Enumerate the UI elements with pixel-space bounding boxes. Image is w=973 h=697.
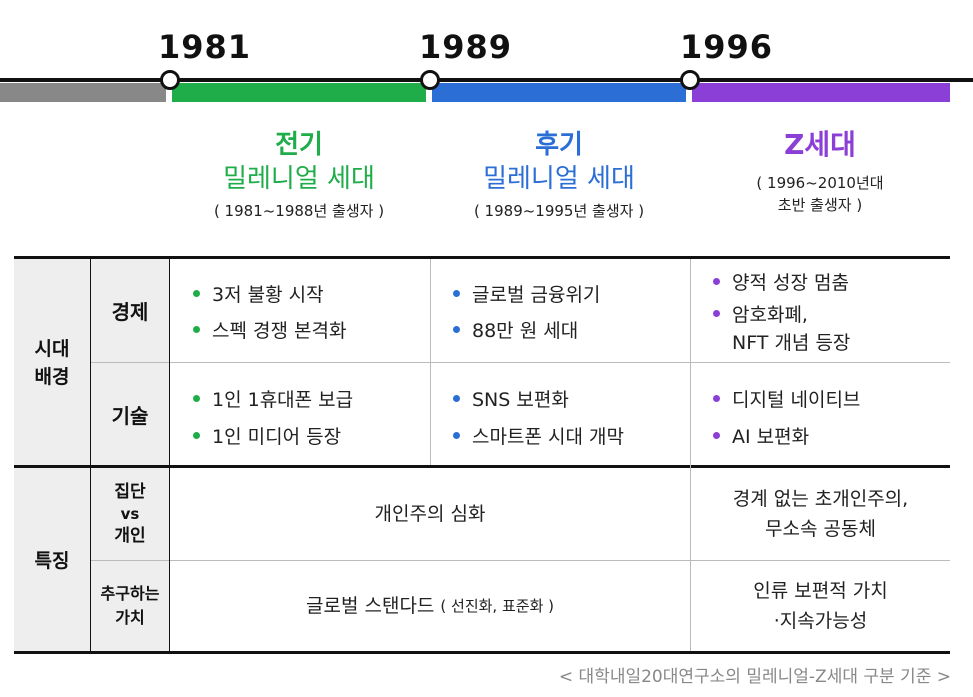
subrow-collective-line1: 집단 <box>114 482 146 502</box>
timeline-dot-1989 <box>420 70 440 90</box>
header-gen-z: Z세대 ( 1996~2010년대 초반 출생자 ) <box>690 128 950 216</box>
year-1989: 1989 <box>419 28 513 66</box>
list-item: 1인 1휴대폰 보급 <box>193 385 353 412</box>
header-late-millennial: 후기 밀레니얼 세대 ( 1989~1995년 출생자 ) <box>430 128 688 222</box>
rowgroup-background-line2: 배경 <box>34 365 70 388</box>
list-item: 1인 미디어 등장 <box>193 422 341 449</box>
table-divider-groups <box>14 465 950 468</box>
subrow-collective-line3: 개인 <box>114 526 146 546</box>
year-1981: 1981 <box>158 28 252 66</box>
table-top-border <box>14 256 950 259</box>
timeline-axis <box>0 78 973 82</box>
timeline-segment-gen-z <box>692 83 950 102</box>
values-millennial: 글로벌 스탠다드 ( 선진화, 표준화 ) <box>170 561 690 651</box>
year-1996: 1996 <box>680 28 774 66</box>
collective-z-line1: 경계 없는 초개인주의, <box>732 488 909 510</box>
source-caption: < 대학내일20대연구소의 밀레니얼-Z세대 구분 기준 > <box>558 667 951 687</box>
green-dot-icon <box>193 432 200 439</box>
purple-dot-icon <box>713 310 720 317</box>
values-z-line1: 인류 보편적 가치 <box>753 580 888 602</box>
header-early-range: ( 1981~1988년 출생자 ) <box>213 202 385 220</box>
blue-dot-icon <box>453 326 460 333</box>
rowgroup-background-line1: 시대 <box>34 337 70 360</box>
blue-dot-icon <box>453 290 460 297</box>
header-late-title: 후기 <box>535 130 583 160</box>
table-vline-4 <box>690 259 691 651</box>
timeline-segment-late-millennial <box>432 83 686 102</box>
table-vline-2 <box>169 259 170 651</box>
green-dot-icon <box>193 326 200 333</box>
header-z-title: Z세대 <box>784 128 856 161</box>
table-divider-collective-values <box>91 560 950 561</box>
list-item: 스펙 경쟁 본격화 <box>193 316 346 343</box>
collective-gen-z: 경계 없는 초개인주의, 무소속 공동체 <box>691 468 950 560</box>
collective-z-line2: 무소속 공동체 <box>765 518 876 540</box>
header-late-subtitle: 밀레니얼 세대 <box>483 164 635 194</box>
timeline-segment-early-millennial <box>172 83 426 102</box>
subrow-collective: 집단 vs 개인 <box>91 468 169 560</box>
list-item-continuation: NFT 개념 등장 <box>732 332 851 354</box>
blue-dot-icon <box>453 395 460 402</box>
list-item: 양적 성장 멈춤 <box>713 268 849 295</box>
purple-dot-icon <box>713 395 720 402</box>
header-early-subtitle: 밀레니얼 세대 <box>223 164 375 194</box>
purple-dot-icon <box>713 432 720 439</box>
table-vline-1 <box>90 259 91 651</box>
subrow-values-line1: 추구하는 <box>100 584 160 603</box>
green-dot-icon <box>193 395 200 402</box>
collective-millennial: 개인주의 심화 <box>374 503 486 525</box>
list-item: 암호화폐, <box>713 300 808 327</box>
table-vline-3 <box>430 259 431 465</box>
rowgroup-features: 특징 <box>14 468 90 651</box>
list-item: 스마트폰 시대 개막 <box>453 422 624 449</box>
timeline-dot-1996 <box>680 70 700 90</box>
values-gen-z: 인류 보편적 가치 ·지속가능성 <box>691 561 950 651</box>
header-early-millennial: 전기 밀레니얼 세대 ( 1981~1988년 출생자 ) <box>170 128 428 222</box>
table-divider-economy-tech <box>91 362 950 363</box>
header-late-range: ( 1989~1995년 출생자 ) <box>473 202 645 220</box>
list-item: 디지털 네이티브 <box>713 385 860 412</box>
values-millennial-note: ( 선진화, 표준화 ) <box>440 597 554 615</box>
header-early-title: 전기 <box>275 130 323 160</box>
list-item: SNS 보편화 <box>453 385 569 412</box>
values-z-line2: ·지속가능성 <box>773 610 868 632</box>
green-dot-icon <box>193 290 200 297</box>
timeline-segment-pre <box>0 83 166 102</box>
list-item: 3저 불황 시작 <box>193 280 324 307</box>
subrow-values-line2: 가치 <box>115 608 145 627</box>
header-z-range-a: ( 1996~2010년대 <box>756 174 884 192</box>
values-millennial-main: 글로벌 스탠다드 <box>306 595 435 617</box>
header-z-range-b: 초반 출생자 ) <box>777 196 863 214</box>
subrow-tech: 기술 <box>91 363 169 466</box>
list-item: AI 보편화 <box>713 422 809 449</box>
table-bottom-border <box>14 651 950 654</box>
list-item: 글로벌 금융위기 <box>453 280 600 307</box>
purple-dot-icon <box>713 278 720 285</box>
subrow-collective-line2: vs <box>120 505 140 523</box>
timeline-dot-1981 <box>160 70 180 90</box>
blue-dot-icon <box>453 432 460 439</box>
subrow-economy: 경제 <box>91 259 169 362</box>
list-item: 88만 원 세대 <box>453 316 578 343</box>
